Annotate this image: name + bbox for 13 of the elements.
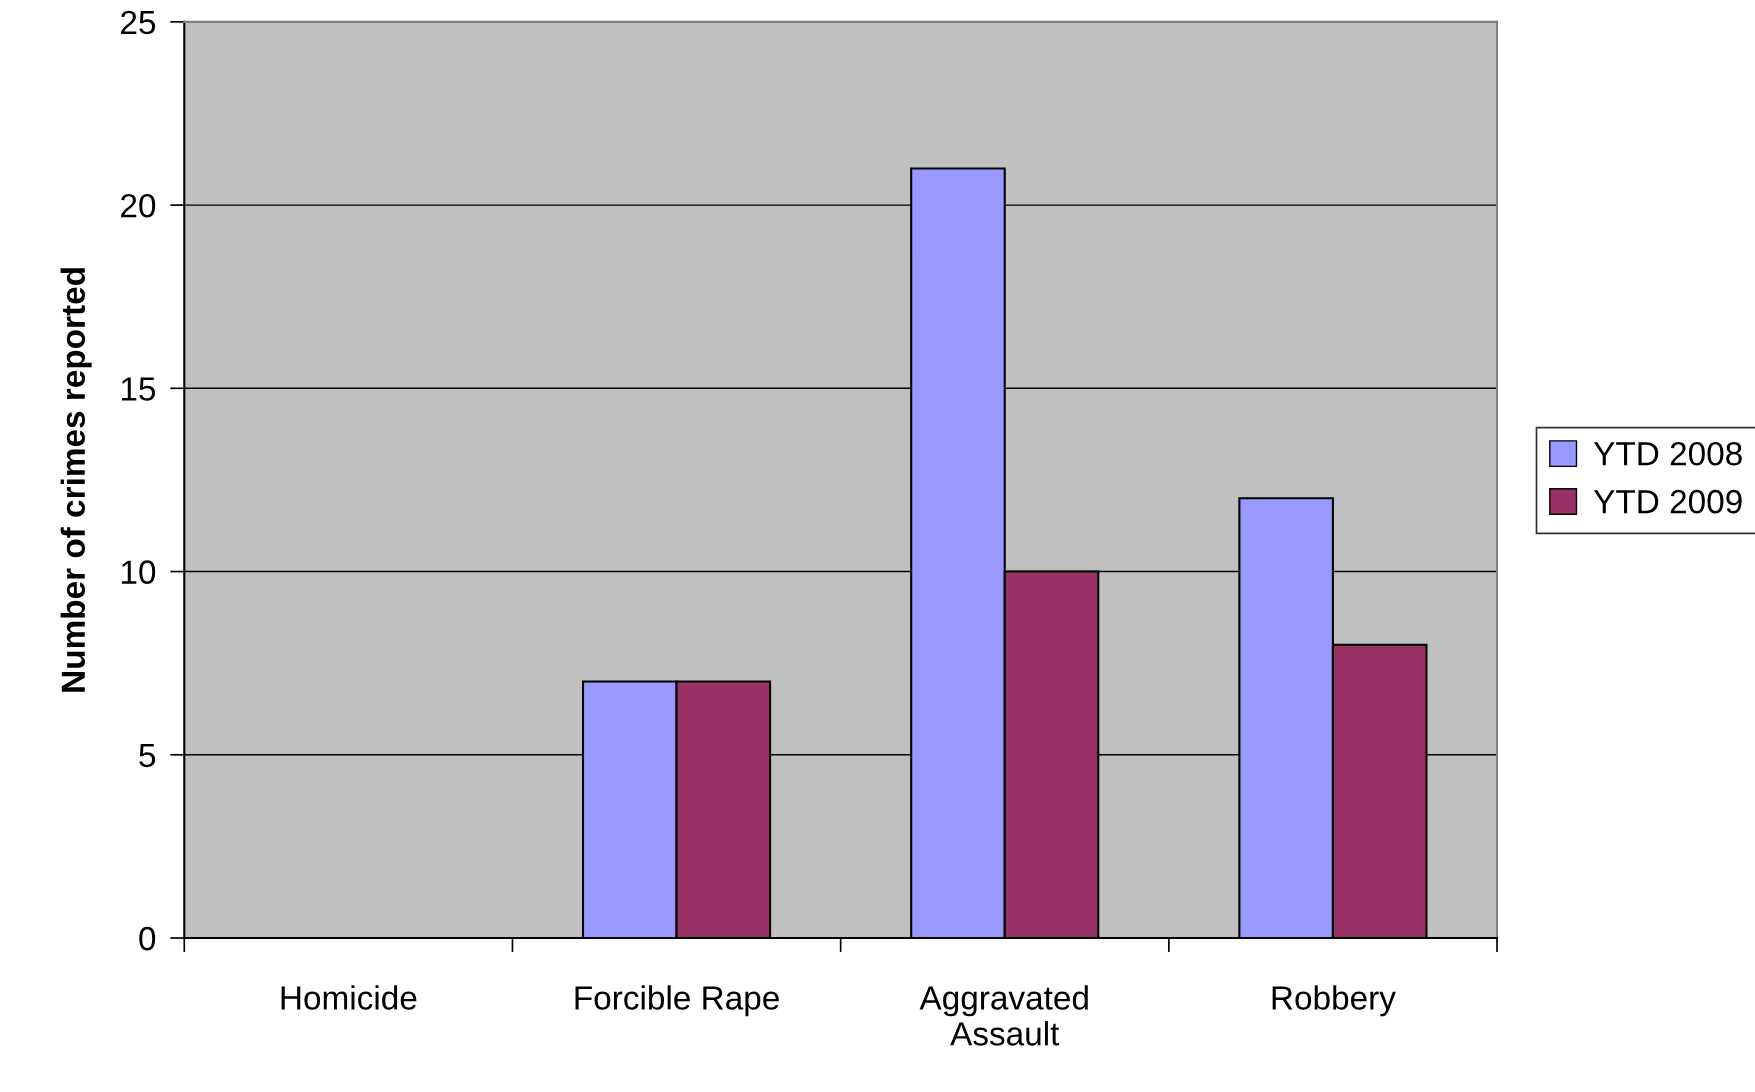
x-tick-label: Robbery [1272, 985, 1396, 1017]
y-tick-label: 10 [121, 560, 156, 584]
y-axis-title: Number of crimes reported [60, 268, 92, 692]
x-tick-label: Aggravated Assault [919, 985, 1088, 1046]
y-tick-label: 20 [121, 193, 156, 218]
y-tick-label: 5 [139, 743, 156, 768]
legend-label: YTD 2009 [1593, 489, 1742, 514]
y-tick-label: 0 [139, 926, 156, 951]
y-tick-label: 15 [121, 377, 156, 401]
y-tick-label: 25 [121, 10, 156, 35]
x-tick-label: Forcible Rape [575, 985, 779, 1017]
legend-label: YTD 2008 [1593, 441, 1742, 466]
x-tick-label: Homicide [281, 985, 417, 1010]
